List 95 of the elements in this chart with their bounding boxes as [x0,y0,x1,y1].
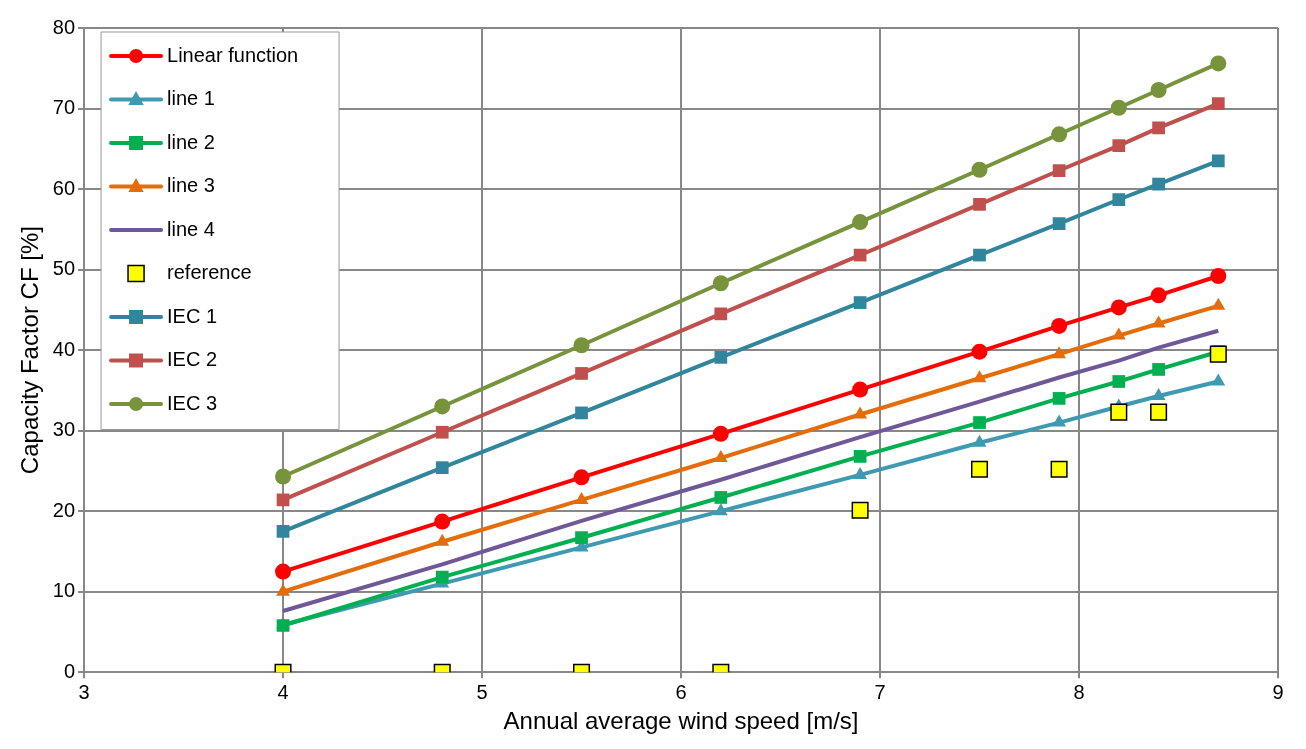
y-tick-label: 70 [52,96,76,119]
point [573,469,590,486]
point [435,425,449,439]
point [1209,345,1227,363]
x-tick-label: 8 [1073,680,1085,703]
point [1151,388,1166,400]
legend-label: line 1 [167,87,215,110]
point [275,563,292,580]
point [970,460,989,478]
point [1112,139,1126,152]
legend-label: IEC 3 [167,391,218,414]
point [714,307,728,321]
point [1110,299,1127,316]
point [851,501,869,519]
point [1152,177,1165,191]
point [1052,217,1066,231]
point [1052,414,1067,427]
point [575,531,588,545]
y-tick-label: 20 [52,498,76,521]
point [573,337,590,354]
point [1151,315,1166,328]
point [1110,99,1127,116]
point [1211,297,1226,310]
y-tick-label: 60 [52,176,76,199]
point [435,533,450,546]
point [853,296,867,309]
point [1052,346,1067,359]
point [435,461,449,475]
point [435,570,449,584]
point [1050,460,1068,478]
y-axis-title: Capacity Factor CF [%] [16,226,44,475]
point [713,450,728,462]
point [1210,268,1227,285]
point [1152,121,1165,135]
point [971,161,988,178]
legend-label: line 3 [167,174,215,197]
legend-label: IEC 2 [167,348,218,371]
x-tick-label: 7 [874,680,886,703]
point [1052,392,1066,405]
point [973,248,986,262]
point [853,466,868,479]
point [1111,327,1126,340]
point [575,367,588,380]
point [575,406,588,420]
point [712,425,729,442]
point [1051,126,1068,143]
point [1110,403,1128,421]
point [1150,287,1167,304]
point [852,214,869,231]
x-tick-label: 6 [675,680,687,703]
point [712,275,729,292]
y-tick-label: 10 [52,579,76,602]
point [1150,82,1167,98]
point [434,513,451,530]
point [1112,375,1126,388]
point [1211,373,1226,386]
y-tick-label: 40 [52,337,76,360]
point [852,381,869,398]
legend-label: line 4 [167,217,215,240]
point [1211,97,1225,111]
point [973,416,986,429]
point [1210,55,1227,72]
y-tick-label: 50 [52,257,76,280]
point [973,197,986,211]
point [853,450,867,463]
point [434,398,451,415]
point [1211,154,1225,168]
x-tick-label: 4 [277,680,289,703]
point [574,491,589,504]
legend-label: Linear function [167,43,299,66]
x-tick-label: 9 [1272,680,1284,703]
point [971,343,988,360]
point [1052,164,1066,177]
x-axis-title: Annual average wind speed [m/s] [503,707,859,735]
point [1112,193,1126,206]
point [853,406,868,419]
point [714,491,728,504]
legend-label: reference [167,261,252,284]
point [713,503,728,516]
x-tick-label: 3 [78,680,90,703]
point [1152,363,1165,376]
x-tick-label: 5 [476,680,488,703]
point [714,350,728,364]
y-tick-label: 30 [52,418,76,441]
point [1150,403,1168,421]
point [972,370,987,383]
point [1051,317,1068,334]
point [275,468,292,485]
point [972,434,987,447]
point [276,524,290,538]
y-tick-label: 0 [63,659,76,682]
legend-label: line 2 [167,130,215,153]
y-tick-label: 80 [52,15,76,38]
point [276,583,290,596]
legend-label: IEC 1 [167,304,218,327]
